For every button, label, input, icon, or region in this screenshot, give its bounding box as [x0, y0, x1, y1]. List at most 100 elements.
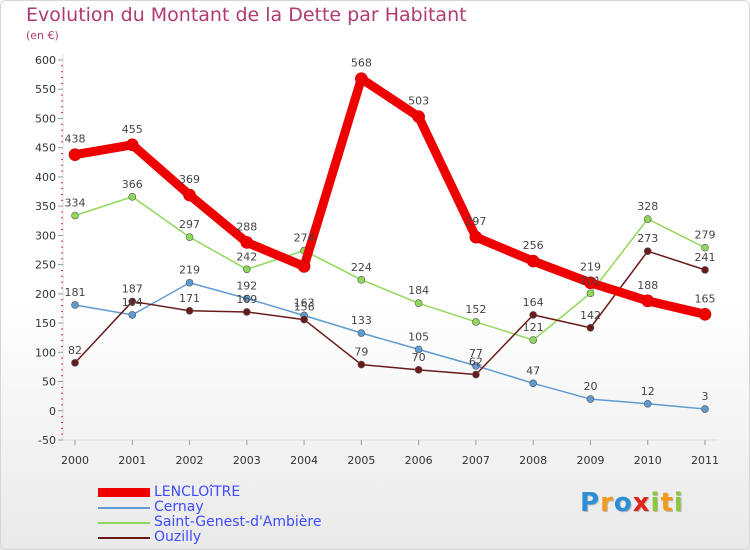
series-layer [68, 72, 712, 413]
legend-label: LENCLOîTRE [154, 484, 241, 500]
series-point [529, 336, 537, 344]
data-label: 169 [236, 293, 257, 306]
series-point [240, 236, 254, 249]
series-point [412, 110, 425, 124]
series-point [355, 72, 368, 86]
y-tick-label: 200 [35, 288, 56, 301]
series-point [71, 359, 79, 367]
data-label: 369 [179, 173, 200, 186]
series-point [701, 266, 709, 274]
y-tick-label: 400 [35, 171, 56, 184]
series-point [529, 379, 537, 388]
series-point [586, 395, 595, 403]
data-label: 279 [695, 229, 716, 242]
y-tick-label: 150 [35, 317, 56, 330]
series-point [71, 301, 79, 309]
series-point [586, 323, 595, 332]
data-label: 242 [236, 250, 257, 263]
x-tick-label: 2005 [347, 454, 375, 467]
axes: -50 0 50 100 150 200 250 300 350 400 450 500 550 600 2… [35, 54, 719, 467]
series-point [128, 297, 137, 306]
x-tick-label: 2009 [576, 454, 604, 467]
data-label: 455 [122, 123, 143, 136]
series-point [641, 294, 655, 308]
series-point [243, 265, 251, 274]
series-point [472, 370, 480, 379]
series-point [586, 289, 595, 298]
series-point [472, 318, 480, 326]
data-label: 334 [65, 197, 86, 210]
data-label: 568 [351, 57, 372, 70]
data-label: 164 [523, 296, 544, 309]
series-point [414, 299, 423, 308]
series-point [185, 306, 194, 315]
x-tick-label: 2007 [462, 454, 490, 467]
data-label: 82 [68, 344, 82, 357]
series-point [243, 308, 251, 316]
series-point [128, 193, 137, 201]
series-point [185, 278, 194, 287]
data-label: 274 [294, 232, 315, 245]
series-point [243, 294, 251, 303]
series-point [125, 138, 139, 152]
data-label: 77 [469, 347, 483, 360]
data-label: 201 [580, 274, 601, 287]
data-label: 273 [637, 232, 658, 245]
data-labels: 334 366 297 242 274 224 184 152 121 201 328 279 181 1… [65, 57, 716, 403]
x-tick-label: 2000 [61, 454, 89, 467]
data-label: 503 [408, 95, 429, 108]
data-label: 164 [122, 296, 143, 309]
data-label: 165 [695, 292, 716, 305]
series-point [529, 311, 537, 319]
data-label: 121 [523, 321, 544, 334]
chart-title: Evolution du Montant de la Dette par Hab… [26, 4, 467, 26]
series-point [185, 233, 194, 241]
x-tick-label: 2006 [405, 454, 433, 467]
logo-letter: i [673, 488, 684, 518]
series-point [297, 260, 311, 273]
y-tick-label: 100 [35, 346, 56, 359]
series-line-0 [70, 74, 710, 319]
data-label: 62 [469, 356, 483, 369]
legend-swatch [98, 522, 150, 524]
x-tick-label: 2008 [519, 454, 547, 467]
data-label: 188 [637, 279, 658, 292]
data-label: 366 [122, 178, 143, 191]
y-tick-label: 450 [35, 142, 56, 155]
data-label: 184 [408, 284, 429, 297]
data-label: 20 [583, 380, 597, 393]
y-tick-label: 350 [35, 200, 56, 213]
legend-swatch [98, 537, 150, 539]
x-tick-label: 2003 [233, 454, 261, 467]
series-point [71, 211, 79, 220]
series-point [584, 276, 597, 290]
data-label: 297 [465, 215, 486, 228]
series-line-3 [74, 250, 706, 376]
series-point [357, 360, 366, 369]
series-point [698, 308, 712, 321]
data-label: 219 [580, 261, 601, 274]
chart-subtitle: (en €) [26, 29, 59, 42]
series-point [643, 247, 652, 255]
series-point [183, 188, 196, 202]
data-label: 256 [523, 239, 544, 252]
data-label: 152 [465, 303, 486, 316]
logo-letter: x [632, 488, 651, 518]
series-point [701, 405, 709, 413]
x-tick-label: 2004 [290, 454, 318, 467]
data-label: 171 [179, 292, 200, 305]
data-label: 47 [526, 364, 540, 377]
series-line-1 [74, 281, 706, 410]
y-tick-label: 50 [42, 376, 56, 389]
legend-swatch [98, 507, 150, 509]
logo-letter: P [580, 488, 601, 518]
data-label: 181 [65, 286, 86, 299]
y-tick-label: -50 [38, 434, 56, 447]
series-point [414, 366, 423, 374]
data-label: 163 [294, 296, 315, 309]
data-label: 219 [179, 264, 200, 277]
series-point [357, 276, 366, 284]
data-label: 12 [641, 385, 655, 398]
logo-letter: t [660, 488, 674, 518]
